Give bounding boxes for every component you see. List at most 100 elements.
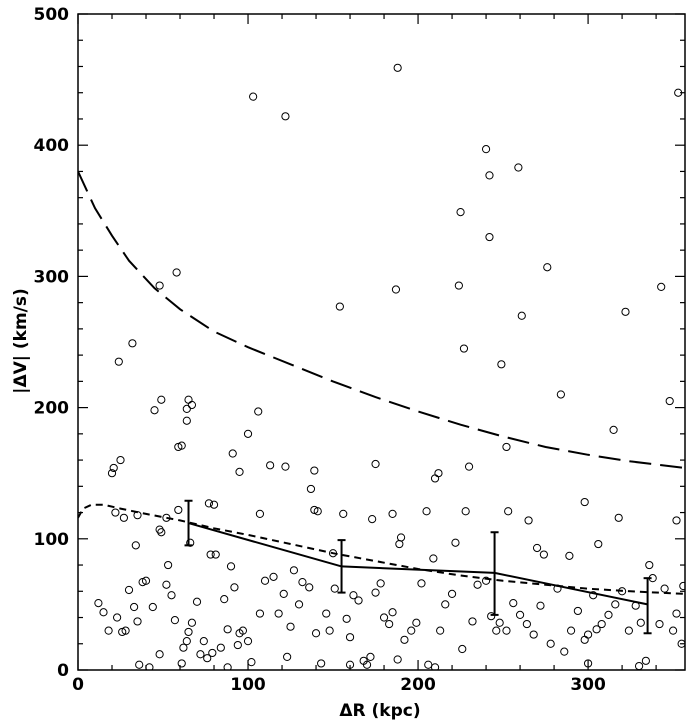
data-point	[283, 652, 292, 661]
data-point	[441, 600, 450, 609]
data-point	[436, 626, 445, 635]
error-bar	[490, 531, 499, 616]
data-point	[216, 643, 225, 652]
data-point	[294, 600, 304, 609]
data-point	[226, 562, 236, 571]
data-point	[206, 550, 215, 559]
data-point	[371, 459, 380, 469]
data-point	[589, 591, 598, 600]
data-point	[155, 281, 164, 290]
data-point	[339, 509, 348, 518]
data-point	[645, 560, 654, 570]
data-point	[641, 656, 650, 665]
data-point	[594, 539, 603, 549]
data-point	[203, 654, 212, 663]
error-bar	[337, 539, 346, 594]
y-tick-label: 500	[34, 5, 70, 25]
data-point	[655, 619, 664, 629]
data-point	[269, 572, 278, 581]
data-point	[597, 619, 606, 629]
data-point	[128, 339, 137, 348]
data-point	[504, 507, 513, 516]
data-point	[177, 441, 186, 450]
data-point	[546, 639, 555, 648]
data-point	[279, 589, 288, 599]
data-point	[407, 626, 416, 635]
data-point	[281, 462, 290, 471]
y-tick-label: 200	[34, 399, 70, 419]
data-point	[417, 579, 426, 588]
data-point	[614, 513, 623, 522]
data-point	[155, 650, 164, 659]
data-point	[539, 550, 548, 559]
data-point	[388, 509, 397, 518]
data-point	[679, 581, 685, 591]
data-point	[111, 508, 120, 517]
data-point	[481, 576, 491, 585]
data-point	[393, 655, 402, 664]
y-axis-label: |ΔV| (km/s)	[11, 288, 31, 394]
data-point	[529, 630, 538, 639]
data-point	[565, 551, 574, 560]
data-point	[492, 626, 501, 635]
data-point	[204, 499, 214, 508]
data-point	[187, 400, 197, 410]
data-point	[592, 625, 601, 634]
data-point	[228, 449, 237, 458]
data-point	[345, 633, 355, 642]
data-point	[485, 171, 494, 180]
data-point	[141, 576, 151, 585]
data-point	[172, 268, 181, 277]
plot-frame	[77, 13, 686, 671]
data-point	[385, 619, 394, 629]
data-point	[515, 610, 525, 619]
data-point	[230, 583, 239, 592]
y-tick-label: 100	[34, 530, 70, 550]
data-point	[130, 602, 139, 612]
data-point	[310, 466, 319, 475]
y-tick-label: 400	[34, 136, 70, 156]
y-tick-label: 0	[57, 661, 69, 681]
data-point	[179, 643, 188, 652]
data-point	[342, 614, 351, 623]
data-point	[164, 560, 173, 570]
data-point	[458, 644, 467, 654]
y-tick-label: 300	[34, 267, 70, 287]
data-point	[611, 600, 620, 609]
data-point	[298, 577, 307, 587]
data-point	[317, 659, 326, 668]
data-point	[657, 282, 666, 291]
data-point	[157, 528, 166, 537]
data-point	[109, 463, 118, 473]
data-point	[636, 618, 645, 627]
data-point	[473, 580, 482, 589]
data-point	[104, 626, 113, 635]
data-point	[116, 455, 125, 465]
data-point	[94, 598, 103, 608]
data-point	[107, 469, 117, 478]
data-point	[668, 626, 678, 635]
data-point	[174, 505, 183, 515]
data-point	[306, 484, 316, 494]
data-point	[464, 462, 474, 471]
data-point	[368, 515, 377, 524]
short-dashed-line	[78, 503, 685, 595]
data-point	[99, 608, 108, 617]
data-point	[223, 625, 232, 634]
data-point	[254, 407, 263, 416]
data-point	[459, 344, 469, 353]
x-tick-label: 100	[230, 675, 266, 695]
data-point	[124, 585, 134, 595]
data-point	[114, 357, 123, 366]
data-point	[233, 640, 242, 650]
data-point	[522, 619, 531, 629]
data-point	[118, 627, 127, 637]
data-point	[566, 626, 576, 635]
data-point	[524, 516, 533, 525]
data-point	[208, 648, 217, 658]
data-point	[238, 626, 248, 635]
data-point	[235, 467, 244, 476]
data-point	[481, 145, 491, 154]
data-point	[366, 652, 375, 661]
